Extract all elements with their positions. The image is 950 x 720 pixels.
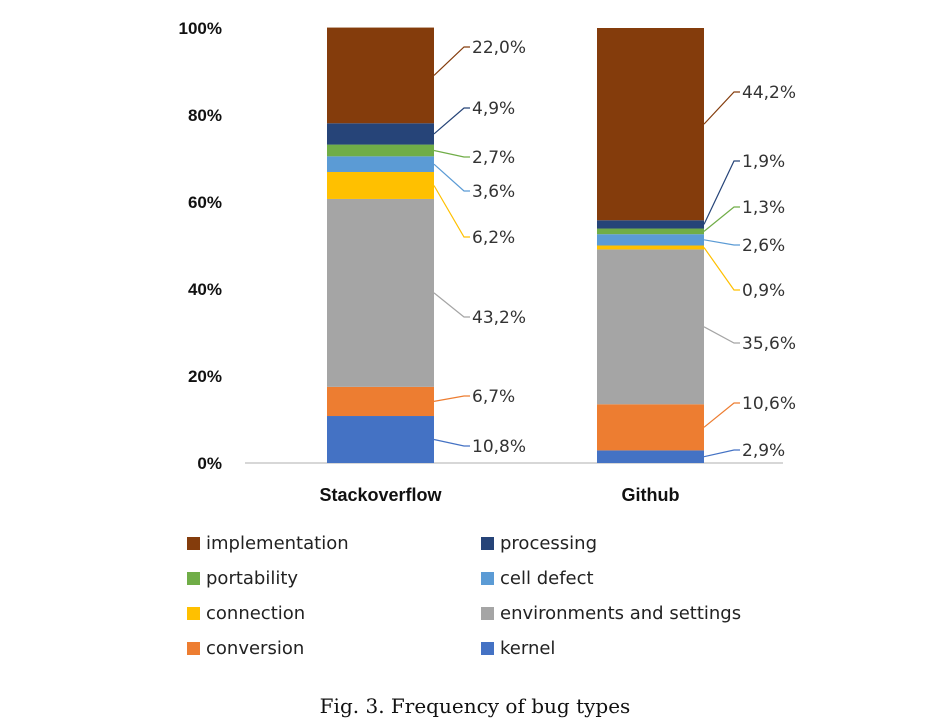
legend-label: processing — [500, 533, 597, 554]
y-tick-label: 20% — [188, 367, 222, 386]
bar-segment-conversion — [597, 404, 704, 451]
data-label: 6,2% — [472, 228, 515, 248]
legend-swatch — [481, 537, 494, 550]
y-tick-label: 100% — [179, 19, 222, 38]
leader-line — [703, 206, 740, 232]
leader-line — [433, 46, 470, 76]
legend-label: portability — [206, 568, 298, 589]
leader-line — [703, 326, 740, 344]
leader-line — [433, 185, 470, 238]
y-tick-label: 0% — [197, 454, 222, 473]
data-label-leaders — [433, 46, 740, 458]
leader-line — [703, 239, 740, 246]
data-label: 6,7% — [472, 387, 515, 407]
data-label: 1,9% — [742, 152, 785, 172]
legend-swatch — [187, 537, 200, 550]
leader-line — [433, 149, 470, 158]
bar-segment-environments-and-settings — [327, 198, 434, 387]
data-label: 4,9% — [472, 99, 515, 119]
legend-label: conversion — [206, 638, 304, 659]
bar-segment-kernel — [597, 450, 704, 463]
bar-segment-implementation — [327, 27, 434, 124]
bar-segment-processing — [327, 123, 434, 145]
y-axis-ticks: 0% 20% 40% 60% 80% 100% — [179, 19, 222, 473]
data-label: 44,2% — [742, 83, 796, 103]
data-label: 35,6% — [742, 334, 796, 354]
legend-label: connection — [206, 603, 305, 624]
data-labels: 10,8% 6,7% 43,2% 6,2% 3,6% 2,7% 4,9% 22,0% 2,9% 1… — [472, 38, 796, 461]
legend-label: cell defect — [500, 568, 594, 589]
bar-segment-portability — [597, 228, 704, 235]
leader-line — [433, 107, 470, 135]
bar-segment-environments-and-settings — [597, 249, 704, 405]
figure-caption: Fig. 3. Frequency of bug types — [320, 694, 631, 718]
legend-swatch — [187, 572, 200, 585]
legend-swatch — [187, 642, 200, 655]
leader-line — [703, 247, 740, 291]
leader-line — [703, 160, 740, 225]
bar-segment-connection — [327, 171, 434, 199]
legend-label: environments and settings — [500, 603, 741, 624]
bars — [327, 27, 704, 463]
data-label: 0,9% — [742, 281, 785, 301]
bar-segment-conversion — [327, 386, 434, 417]
y-tick-label: 40% — [188, 280, 222, 299]
bar-segment-portability — [327, 144, 434, 157]
data-label: 10,6% — [742, 394, 796, 414]
bar-segment-connection — [597, 245, 704, 250]
data-label: 2,6% — [742, 236, 785, 256]
leader-line — [703, 402, 740, 428]
leader-line — [433, 163, 470, 192]
legend-swatch — [187, 607, 200, 620]
legend-label: kernel — [500, 638, 555, 659]
bar-segment-cell-defect — [327, 156, 434, 172]
category-label: Github — [622, 485, 680, 505]
leader-line — [433, 438, 470, 447]
leader-line — [703, 91, 740, 125]
y-tick-label: 60% — [188, 193, 222, 212]
data-label: 1,3% — [742, 198, 785, 218]
legend-swatch — [481, 572, 494, 585]
category-label: Stackoverflow — [319, 485, 442, 505]
leader-line — [433, 395, 470, 402]
bar-segment-cell-defect — [597, 234, 704, 246]
leader-line — [703, 449, 740, 458]
legend: implementation processing portability cell … — [187, 533, 741, 659]
data-label: 2,7% — [472, 148, 515, 168]
legend-label: implementation — [206, 533, 349, 554]
data-label: 2,9% — [742, 441, 785, 461]
bar-segment-kernel — [327, 416, 434, 463]
leader-line — [433, 292, 470, 318]
legend-swatch — [481, 642, 494, 655]
bar-segment-processing — [597, 220, 704, 229]
data-label: 10,8% — [472, 437, 526, 457]
x-axis-categories: Stackoverflow Github — [319, 485, 679, 505]
data-label: 43,2% — [472, 308, 526, 328]
bar-segment-implementation — [597, 28, 704, 221]
legend-swatch — [481, 607, 494, 620]
data-label: 3,6% — [472, 182, 515, 202]
y-tick-label: 80% — [188, 106, 222, 125]
data-label: 22,0% — [472, 38, 526, 58]
